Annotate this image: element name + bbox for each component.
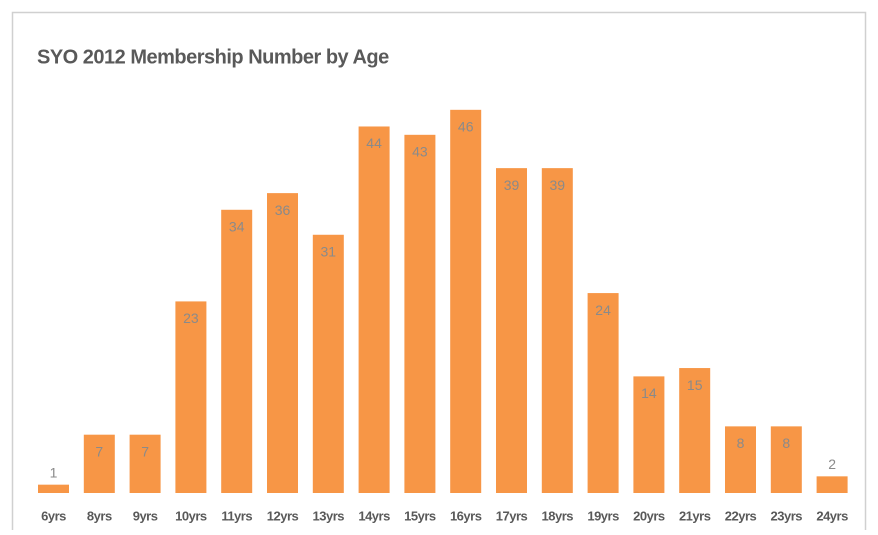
data-label: 14 bbox=[641, 385, 657, 401]
bar bbox=[404, 134, 436, 493]
data-label: 44 bbox=[366, 135, 382, 151]
data-label: 31 bbox=[321, 243, 337, 259]
data-label: 15 bbox=[687, 377, 703, 393]
data-label: 46 bbox=[458, 119, 474, 135]
bar bbox=[358, 126, 390, 493]
bar bbox=[725, 426, 756, 493]
data-label: 36 bbox=[275, 202, 291, 218]
bar bbox=[816, 476, 848, 493]
bar bbox=[679, 368, 711, 493]
data-label: 1 bbox=[50, 464, 58, 480]
x-tick-label: 12yrs bbox=[267, 508, 299, 523]
data-label: 7 bbox=[95, 443, 103, 459]
x-tick-label: 9yrs bbox=[133, 508, 158, 523]
x-tick-label: 17yrs bbox=[496, 508, 528, 523]
x-tick-label: 16yrs bbox=[450, 508, 482, 523]
data-label: 34 bbox=[229, 218, 245, 234]
x-tick-label: 18yrs bbox=[542, 508, 574, 523]
x-tick-label: 19yrs bbox=[587, 508, 619, 523]
data-label: 39 bbox=[504, 177, 520, 193]
data-label: 7 bbox=[141, 443, 149, 459]
x-tick-label: 15yrs bbox=[404, 508, 436, 523]
data-label: 8 bbox=[782, 435, 790, 451]
bar bbox=[770, 426, 802, 493]
data-label: 43 bbox=[412, 144, 428, 160]
bar bbox=[267, 193, 298, 493]
bar bbox=[541, 168, 573, 493]
data-label: 24 bbox=[595, 302, 611, 318]
data-label: 39 bbox=[550, 177, 566, 193]
bar bbox=[587, 293, 619, 493]
x-tick-label: 14yrs bbox=[358, 508, 390, 523]
x-tick-label: 20yrs bbox=[633, 508, 665, 523]
data-label: 2 bbox=[828, 456, 836, 472]
chart-title: SYO 2012 Membership Number by Age bbox=[37, 46, 389, 68]
x-tick-label: 24yrs bbox=[816, 508, 848, 523]
x-tick-label: 10yrs bbox=[175, 508, 207, 523]
x-tick-label: 11yrs bbox=[221, 508, 252, 523]
bar bbox=[633, 376, 665, 493]
bar bbox=[312, 234, 344, 493]
x-tick-label: 6yrs bbox=[41, 508, 66, 523]
x-tick-label: 13yrs bbox=[313, 508, 345, 523]
bar bbox=[450, 109, 482, 493]
x-tick-label: 8yrs bbox=[87, 508, 112, 523]
data-label: 23 bbox=[183, 310, 199, 326]
x-tick-label: 22yrs bbox=[725, 508, 757, 523]
bar bbox=[496, 168, 527, 493]
bar bbox=[175, 301, 207, 493]
bar bbox=[83, 434, 115, 493]
bar bbox=[38, 484, 69, 493]
data-label: 8 bbox=[737, 435, 745, 451]
bar bbox=[221, 209, 253, 493]
bar bbox=[129, 434, 161, 493]
x-tick-label: 23yrs bbox=[771, 508, 803, 523]
x-tick-label: 21yrs bbox=[679, 508, 711, 523]
